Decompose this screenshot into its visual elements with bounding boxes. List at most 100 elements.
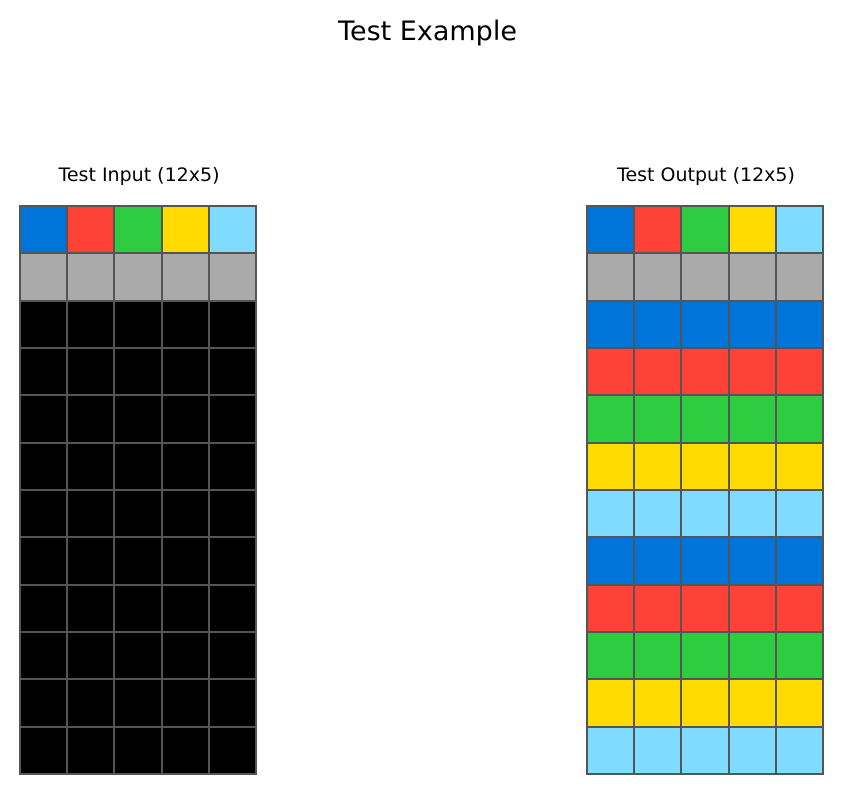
input-grid-cell <box>115 491 161 537</box>
output-grid-cell <box>635 396 681 442</box>
output-grid-cell <box>776 491 822 537</box>
input-grid-cell <box>115 207 161 253</box>
output-grid-cell <box>588 207 634 253</box>
input-grid-cell <box>21 443 67 489</box>
test-input-grid <box>19 205 257 775</box>
output-grid-cell <box>682 727 728 773</box>
output-grid-cell <box>635 443 681 489</box>
output-grid-cell <box>776 633 822 679</box>
output-grid-cell <box>682 301 728 347</box>
input-grid-cell <box>209 443 255 489</box>
input-grid-cell <box>21 727 67 773</box>
output-grid-cell <box>682 633 728 679</box>
input-grid-cell <box>162 301 208 347</box>
output-grid-cell <box>776 301 822 347</box>
output-grid-cell <box>635 727 681 773</box>
output-grid-cell <box>776 254 822 300</box>
input-grid-cell <box>115 443 161 489</box>
input-grid-cell <box>21 349 67 395</box>
output-grid-cell <box>776 396 822 442</box>
input-grid-cell <box>21 538 67 584</box>
input-grid-cell <box>21 301 67 347</box>
input-grid-cell <box>115 254 161 300</box>
input-grid-cell <box>21 680 67 726</box>
output-grid-cell <box>635 680 681 726</box>
output-grid-cell <box>682 349 728 395</box>
input-grid-cell <box>21 207 67 253</box>
output-grid-cell <box>635 301 681 347</box>
output-grid-cell <box>588 491 634 537</box>
output-grid-cell <box>729 727 775 773</box>
output-grid-cell <box>729 491 775 537</box>
output-grid-cell <box>682 680 728 726</box>
input-grid-cell <box>68 301 114 347</box>
input-grid-cell <box>209 207 255 253</box>
input-grid-cell <box>162 396 208 442</box>
output-grid-cell <box>776 680 822 726</box>
input-grid-cell <box>21 491 67 537</box>
input-grid-cell <box>21 585 67 631</box>
output-grid-cell <box>729 207 775 253</box>
output-grid-cell <box>588 538 634 584</box>
output-grid-cell <box>729 396 775 442</box>
output-grid-cell <box>776 727 822 773</box>
output-grid-cell <box>729 254 775 300</box>
test-output-grid <box>586 205 824 775</box>
output-grid-cell <box>682 538 728 584</box>
input-grid-cell <box>209 349 255 395</box>
input-grid-cell <box>162 538 208 584</box>
output-grid-cell <box>588 301 634 347</box>
output-grid-cell <box>729 538 775 584</box>
output-grid-cell <box>729 301 775 347</box>
input-grid-cell <box>209 727 255 773</box>
output-grid-cell <box>588 254 634 300</box>
input-grid-cell <box>115 538 161 584</box>
input-grid-cell <box>162 491 208 537</box>
output-grid-cell <box>682 254 728 300</box>
input-grid-cell <box>162 727 208 773</box>
output-grid-cell <box>776 538 822 584</box>
input-grid-cell <box>209 633 255 679</box>
input-grid-cell <box>162 349 208 395</box>
input-grid-cell <box>209 585 255 631</box>
input-grid-cell <box>68 443 114 489</box>
input-grid-cell <box>162 207 208 253</box>
input-grid-cell <box>209 301 255 347</box>
input-grid-cell <box>115 585 161 631</box>
input-grid-cell <box>115 301 161 347</box>
input-grid-cell <box>162 633 208 679</box>
input-grid-cell <box>209 680 255 726</box>
output-grid-cell <box>729 585 775 631</box>
figure-title: Test Example <box>338 16 517 47</box>
input-grid-cell <box>68 207 114 253</box>
input-grid-cell <box>209 254 255 300</box>
input-grid-cell <box>21 254 67 300</box>
output-grid-cell <box>682 207 728 253</box>
input-grid-cell <box>115 396 161 442</box>
output-grid-cell <box>729 633 775 679</box>
output-grid-cell <box>776 585 822 631</box>
output-grid-cell <box>776 443 822 489</box>
output-grid-cell <box>682 443 728 489</box>
input-grid-cell <box>21 633 67 679</box>
input-grid-cell <box>68 396 114 442</box>
output-grid-cell <box>588 633 634 679</box>
input-grid-cell <box>68 633 114 679</box>
input-grid-cell <box>162 680 208 726</box>
input-grid-cell <box>68 727 114 773</box>
input-grid-cell <box>162 254 208 300</box>
input-grid-cell <box>68 585 114 631</box>
input-grid-cell <box>209 491 255 537</box>
input-grid-cell <box>209 538 255 584</box>
output-grid-cell <box>729 443 775 489</box>
input-grid-cell <box>115 727 161 773</box>
output-grid-cell <box>635 633 681 679</box>
output-grid-cell <box>588 396 634 442</box>
input-grid-cell <box>21 396 67 442</box>
output-grid-cell <box>635 585 681 631</box>
output-grid-cell <box>729 680 775 726</box>
input-grid-cell <box>115 680 161 726</box>
output-grid-cell <box>776 349 822 395</box>
output-grid-cell <box>588 727 634 773</box>
input-grid-cell <box>68 680 114 726</box>
